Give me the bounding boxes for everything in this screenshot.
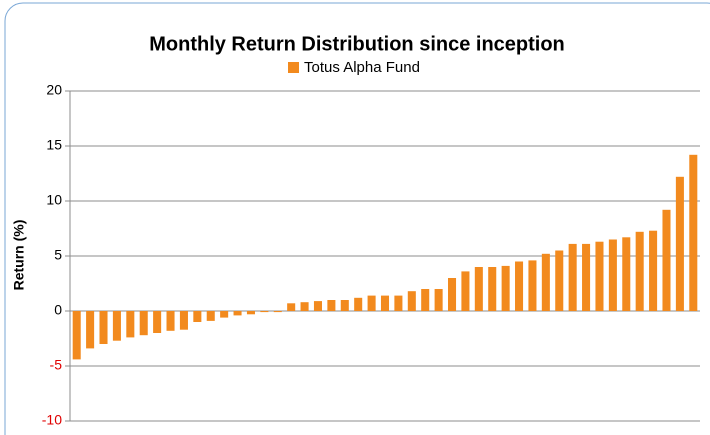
bar (515, 261, 524, 311)
bar (139, 311, 148, 336)
bar (72, 311, 81, 360)
bar (246, 311, 255, 315)
bar (434, 289, 443, 311)
bar (367, 295, 376, 311)
bar (220, 311, 229, 318)
bar (380, 295, 390, 311)
bar (354, 297, 363, 311)
bar (689, 154, 698, 311)
bar (99, 311, 108, 344)
bar (300, 302, 309, 311)
bar (622, 237, 631, 311)
legend-label: Totus Alpha Fund (304, 59, 420, 76)
bar (528, 260, 537, 311)
bar (287, 303, 296, 311)
bar (193, 311, 202, 322)
bar (327, 300, 336, 311)
bar (501, 265, 510, 311)
bar (153, 311, 162, 333)
bar (675, 176, 684, 311)
bar (555, 250, 564, 311)
bar (112, 311, 121, 341)
bar (86, 311, 95, 349)
bar (233, 311, 242, 316)
bar (582, 243, 591, 311)
bar (166, 311, 175, 331)
y-tick-label: 0 (54, 302, 62, 318)
bar (407, 291, 416, 311)
bar (474, 267, 483, 311)
legend-swatch (288, 62, 299, 73)
bar (448, 278, 457, 311)
bar (608, 239, 617, 311)
bar (340, 300, 349, 311)
bar (461, 271, 470, 311)
bar (260, 311, 269, 313)
chart-title: Monthly Return Distribution since incept… (149, 33, 565, 55)
bar (313, 301, 322, 311)
bar (179, 311, 188, 330)
y-tick-label: 20 (46, 82, 62, 98)
y-axis-label: Return (%) (11, 220, 27, 291)
bar (649, 230, 658, 311)
y-tick-label: -10 (42, 412, 62, 428)
y-tick-label: 15 (46, 137, 62, 153)
bar (568, 243, 577, 311)
bar (126, 311, 135, 338)
y-tick-label: 10 (46, 192, 62, 208)
y-tick-label: 5 (54, 247, 62, 263)
y-tick-label: -5 (50, 357, 63, 373)
bar (595, 241, 604, 311)
bar (541, 253, 550, 311)
bar (635, 231, 644, 311)
bar (273, 311, 282, 313)
bar (488, 267, 497, 311)
bar (662, 209, 671, 311)
bar (421, 289, 430, 311)
bar (394, 295, 403, 311)
bar (206, 311, 215, 321)
